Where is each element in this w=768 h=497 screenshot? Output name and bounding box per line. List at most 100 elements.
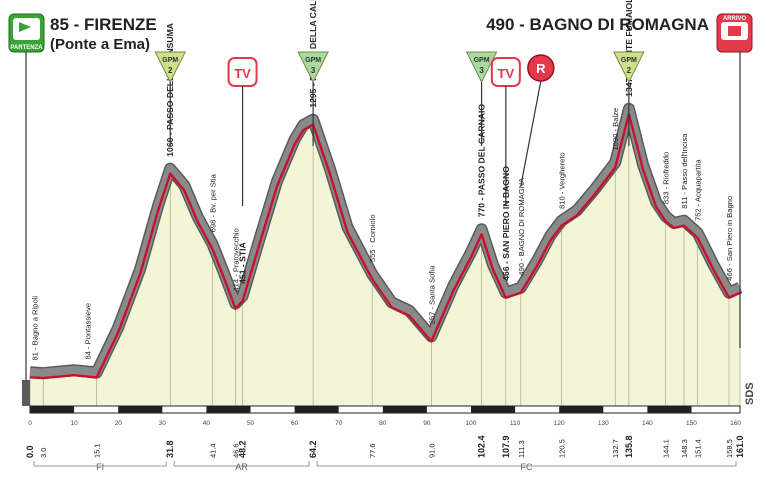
gpm-label: GPM xyxy=(474,57,490,64)
finish-badge-label: ARRIVO xyxy=(723,16,747,22)
gpm-category: 2 xyxy=(627,66,632,75)
sds-logo: SDS xyxy=(744,382,756,405)
place-label: 490 - BAGNO DI ROMAGNA xyxy=(517,177,526,276)
x-tick-label: 10 xyxy=(70,420,78,427)
km-axis-segment xyxy=(206,406,251,413)
gpm-category: 3 xyxy=(311,66,316,75)
marker-stem xyxy=(520,80,542,187)
x-tick-label: 70 xyxy=(335,420,343,427)
r-label: R xyxy=(536,61,546,76)
km-label: 0.0 xyxy=(25,445,35,458)
place-label: 1347 - MONTE FUMAIOLO xyxy=(624,0,634,97)
profile-line xyxy=(29,112,741,380)
km-axis-segment xyxy=(559,406,604,413)
x-tick-label: 0 xyxy=(28,420,32,427)
place-label: 1090 - Balze xyxy=(611,108,620,151)
start-badge-icon: PARTENZA xyxy=(8,13,45,53)
place-label: 770 - PASSO DEL CARNAIO xyxy=(477,104,487,218)
tv-marker: TV xyxy=(490,57,521,206)
start-sub: (Ponte a Ema) xyxy=(50,36,150,53)
km-label: 64.2 xyxy=(308,440,318,458)
place-label: 833 - Riofreddo xyxy=(661,152,670,204)
axis-layer: 0 10 20 30 40 50 60 70 80 90 100 110 120 130 140 150 160… xyxy=(25,405,745,458)
finish-badge-icon: ARRIVO xyxy=(716,13,753,53)
region-bracket xyxy=(173,461,310,467)
region-bracket xyxy=(316,461,737,467)
gpm-marker: GPM 2 xyxy=(613,51,645,146)
x-tick-label: 80 xyxy=(379,420,387,427)
km-label: 46.6 xyxy=(232,443,241,458)
region-label: AR xyxy=(235,462,248,472)
place-label: 257 - Santa Sofia xyxy=(427,265,436,324)
gpm-icon xyxy=(154,51,187,84)
place-label: 81 - Bagno a Ripoli xyxy=(30,296,39,361)
gpm-icon xyxy=(465,51,498,84)
x-tick-label: 130 xyxy=(598,420,609,427)
x-tick-label: 100 xyxy=(466,420,477,427)
gpm-marker: GPM 3 xyxy=(297,51,329,146)
place-label: 811 - Passo dell'Incisa xyxy=(680,133,689,209)
regions-layer: FI AR FC xyxy=(33,461,737,472)
place-label: 414 - Pratovecchio xyxy=(232,228,241,291)
km-label: 102.4 xyxy=(477,435,487,458)
km-axis-segment xyxy=(382,406,427,413)
km-label: 107.9 xyxy=(501,435,511,458)
km-axis-segment xyxy=(118,406,163,413)
km-axis-segment xyxy=(30,406,75,413)
start-badge-label: PARTENZA xyxy=(10,45,43,51)
region-bracket xyxy=(33,461,167,467)
start-name: 85 - FIRENZE xyxy=(50,15,157,34)
x-tick-label: 140 xyxy=(642,420,653,427)
region-label: FC xyxy=(521,462,533,472)
gpm-category: 2 xyxy=(168,66,173,75)
finish-name: 490 - BAGNO DI ROMAGNA xyxy=(486,15,709,34)
km-label: 148.3 xyxy=(680,439,689,458)
km-label: 48.2 xyxy=(238,440,248,458)
x-tick-label: 160 xyxy=(730,420,741,427)
x-tick-label: 90 xyxy=(423,420,431,427)
gpm-category: 3 xyxy=(479,66,484,75)
km-label: 161.0 xyxy=(735,435,745,458)
x-tick-label: 30 xyxy=(159,420,167,427)
km-label: 41.4 xyxy=(209,443,218,458)
gpm-icon xyxy=(297,51,329,84)
place-label: 698 - Bv. per Stia xyxy=(209,173,218,232)
place-label: 451 - STIA xyxy=(238,242,248,284)
x-tick-label: 20 xyxy=(115,420,123,427)
region-label: FI xyxy=(96,462,104,472)
km-label: 144.1 xyxy=(661,439,670,458)
gpm-label: GPM xyxy=(305,57,321,64)
gpm-icon xyxy=(613,51,645,84)
km-label: 91.0 xyxy=(427,443,436,458)
profile-layer xyxy=(22,102,743,407)
gpm-label: GPM xyxy=(621,57,637,64)
tv-marker: TV xyxy=(227,57,258,206)
markers-layer: GPM 2 TV GPM 3 GPM 3 TV R GPM 2 xyxy=(25,51,741,381)
place-label: 84 - Pontassieve xyxy=(83,303,92,360)
place-label: 555 - Corniolo xyxy=(368,214,377,262)
x-tick-label: 40 xyxy=(203,420,211,427)
km-axis-segment xyxy=(470,406,516,413)
km-label: 151.4 xyxy=(694,439,703,458)
x-tick-label: 150 xyxy=(686,420,697,427)
x-tick-label: 50 xyxy=(247,420,255,427)
km-label: 120.5 xyxy=(557,439,566,458)
km-label: 132.7 xyxy=(611,439,620,458)
place-label: 466 - SAN PIERO IN BAGNO xyxy=(501,166,511,281)
x-tick-label: 110 xyxy=(510,420,521,427)
road-band xyxy=(29,104,742,378)
tv-label: TV xyxy=(498,66,515,81)
km-axis-segment xyxy=(647,406,692,413)
x-tick-label: 120 xyxy=(554,420,565,427)
profile-area xyxy=(30,112,740,407)
km-label: 135.8 xyxy=(624,435,634,458)
km-label: 77.6 xyxy=(368,443,377,458)
gpm-marker: GPM 2 xyxy=(154,51,187,146)
gpm-label: GPM xyxy=(162,57,178,64)
x-tick-label: 60 xyxy=(291,420,299,427)
gpm-marker: GPM 3 xyxy=(465,51,498,146)
place-label: 810 - Verghereto xyxy=(557,152,566,209)
km-label: 3.0 xyxy=(39,448,48,458)
r-marker: R xyxy=(520,54,555,187)
